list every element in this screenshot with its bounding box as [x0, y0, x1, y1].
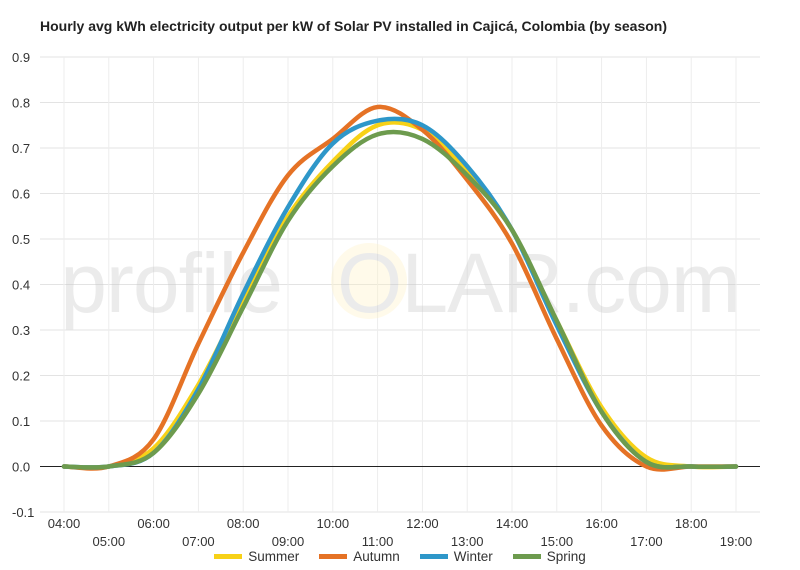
chart-title: Hourly avg kWh electricity output per kW…: [40, 18, 668, 34]
watermark-sun-icon: [331, 243, 407, 319]
y-tick-label: 0.2: [12, 369, 30, 384]
x-tick-label: 15:00: [541, 534, 574, 549]
x-tick-label: 10:00: [317, 516, 350, 531]
y-tick-label: 0.6: [12, 187, 30, 202]
legend-swatch-summer: [214, 554, 243, 559]
x-tick-label: 06:00: [137, 516, 170, 531]
x-tick-label: 05:00: [93, 534, 126, 549]
y-tick-label: -0.1: [12, 505, 34, 520]
y-tick-label: 0.1: [12, 414, 30, 429]
y-tick-label: 0.4: [12, 278, 30, 293]
y-tick-label: 0.0: [12, 460, 30, 475]
legend-label-summer: Summer: [248, 549, 300, 564]
y-tick-label: 0.7: [12, 141, 30, 156]
x-tick-label: 13:00: [451, 534, 484, 549]
legend: Summer Autumn Winter Spring: [0, 549, 800, 564]
y-tick-label: 0.9: [12, 50, 30, 65]
y-tick-label: 0.3: [12, 323, 30, 338]
grid-layer: [40, 56, 760, 513]
watermark-text: profileSOLAR.com: [60, 236, 740, 330]
x-tick-label: 19:00: [720, 534, 753, 549]
x-tick-label: 16:00: [585, 516, 618, 531]
legend-label-winter: Winter: [453, 549, 493, 564]
series-line-autumn: [61, 104, 739, 472]
x-tick-label: 04:00: [48, 516, 81, 531]
legend-swatch-spring: [512, 554, 541, 559]
x-tick-label: 09:00: [272, 534, 305, 549]
axis-layer: -0.1 0.0 0.1 0.2 0.3 0.4 0.5 0.6 0.7 0.8 0.9 04:00 0…: [12, 50, 760, 549]
x-tick-label: 14:00: [496, 516, 529, 531]
legend-swatch-winter: [419, 554, 448, 559]
y-tick-label: 0.8: [12, 96, 30, 111]
series-layer: [61, 104, 739, 472]
legend-item-winter: Winter: [419, 549, 493, 564]
series-line-summer: [61, 120, 739, 471]
watermark-text-sun: S: [282, 236, 337, 330]
legend-item-spring: Spring: [512, 549, 586, 564]
legend-swatch-autumn: [319, 554, 348, 559]
legend-item-summer: Summer: [214, 549, 299, 564]
legend-label-autumn: Autumn: [353, 549, 400, 564]
series-line-spring: [61, 129, 739, 470]
x-tick-label: 11:00: [362, 534, 394, 549]
x-tick-label: 12:00: [406, 516, 439, 531]
legend-label-spring: Spring: [546, 549, 586, 564]
x-tick-label: 07:00: [182, 534, 215, 549]
legend-item-autumn: Autumn: [319, 549, 400, 564]
x-tick-label: 08:00: [227, 516, 260, 531]
y-tick-label: 0.5: [12, 232, 30, 247]
x-tick-label: 17:00: [630, 534, 663, 549]
x-tick-label: 18:00: [675, 516, 708, 531]
watermark: profileSOLAR.com: [60, 236, 741, 330]
